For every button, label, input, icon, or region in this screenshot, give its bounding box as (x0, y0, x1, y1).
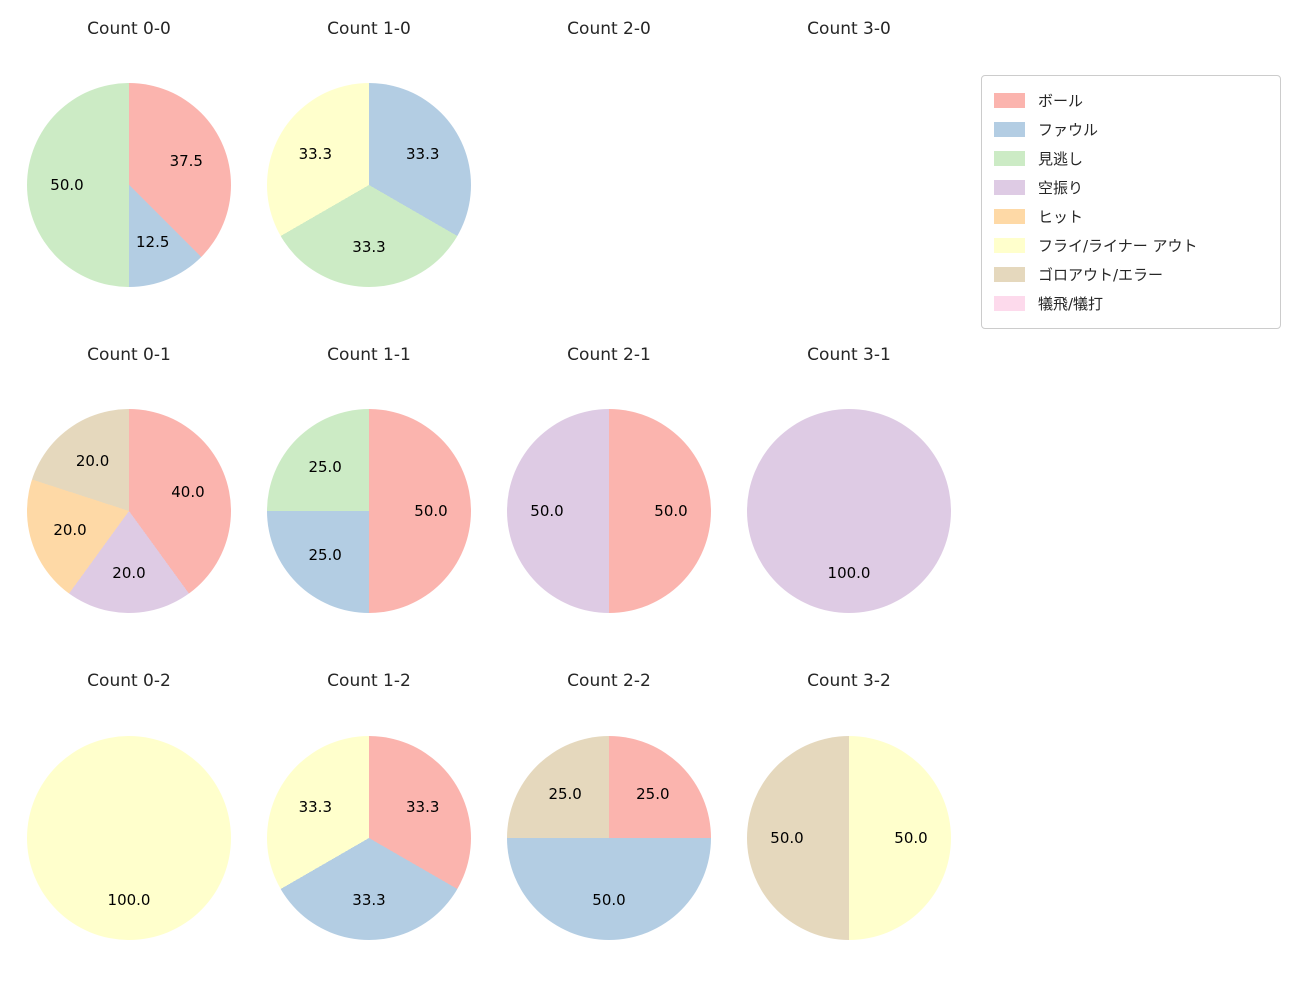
pie-chart-count-2-2 (507, 736, 711, 940)
legend-item: ファウル (994, 115, 1268, 144)
slice-percentage-label: 50.0 (654, 502, 688, 520)
legend-item: ヒット (994, 202, 1268, 231)
chart-title-count-2-1: Count 2-1 (567, 345, 651, 365)
slice-percentage-label: 50.0 (530, 502, 564, 520)
slice-percentage-label: 25.0 (308, 458, 342, 477)
legend-label: 犠飛/犠打 (1038, 295, 1104, 313)
legend-color-swatch (994, 151, 1025, 166)
slice-percentage-label: 33.3 (352, 238, 386, 256)
legend-item: ボール (994, 86, 1268, 115)
pie-chart-count-1-1 (267, 409, 471, 613)
slice-percentage-label: 25.0 (636, 785, 670, 804)
slice-percentage-label: 20.0 (112, 564, 146, 582)
slice-percentage-label: 40.0 (171, 482, 205, 501)
slice-percentage-label: 12.5 (136, 233, 170, 252)
legend-color-swatch (994, 238, 1025, 253)
chart-title-count-1-2: Count 1-2 (327, 671, 411, 691)
chart-title-count-3-1: Count 3-1 (807, 345, 891, 365)
legend-color-swatch (994, 209, 1025, 224)
legend-item: 犠飛/犠打 (994, 289, 1268, 318)
legend-label: ファウル (1038, 121, 1099, 139)
slice-percentage-label: 50.0 (50, 176, 84, 194)
legend-color-swatch (994, 267, 1025, 282)
slice-percentage-label: 50.0 (414, 502, 448, 520)
chart-title-count-1-0: Count 1-0 (327, 19, 411, 39)
chart-title-count-0-1: Count 0-1 (87, 345, 171, 365)
chart-title-count-0-0: Count 0-0 (87, 19, 171, 39)
legend-label: ボール (1038, 92, 1084, 110)
chart-title-count-2-0: Count 2-0 (567, 19, 651, 39)
legend: ボールファウル見逃し空振りヒットフライ/ライナー アウト ゴロアウト/エラー 犠飛/… (981, 75, 1281, 329)
slice-percentage-label: 37.5 (169, 152, 203, 171)
slice-percentage-label: 20.0 (53, 521, 87, 540)
slice-percentage-label: 33.3 (352, 891, 386, 909)
slice-percentage-label: 20.0 (75, 451, 110, 470)
slice-percentage-label: 33.3 (298, 798, 332, 816)
legend-color-swatch (994, 122, 1025, 137)
pie-chart-count-2-1 (507, 409, 711, 613)
slice-percentage-label: 100.0 (107, 891, 151, 909)
chart-title-count-2-2: Count 2-2 (567, 671, 651, 691)
legend-item: 見逃し (994, 144, 1268, 173)
pie-chart-count-0-0 (27, 83, 231, 287)
legend-label: ヒット (1038, 208, 1084, 226)
legend-label: 見逃し (1038, 150, 1084, 168)
slice-percentage-label: 25.0 (308, 545, 342, 564)
legend-color-swatch (994, 93, 1025, 108)
legend-item: ゴロアウト/エラー (994, 260, 1268, 289)
legend-label: ゴロアウト/エラー (1038, 266, 1164, 284)
legend-color-swatch (994, 180, 1025, 195)
legend-label: 空振り (1038, 179, 1084, 197)
legend-label: フライ/ライナー アウト (1038, 237, 1198, 255)
pie-chart-count-0-1 (27, 409, 231, 613)
chart-title-count-0-2: Count 0-2 (87, 671, 171, 691)
pie-chart-count-1-0 (267, 83, 471, 287)
slice-percentage-label: 33.3 (405, 798, 440, 816)
legend-item: 空振り (994, 173, 1268, 202)
pie-chart-count-3-1 (747, 409, 951, 613)
pie-chart-count-1-2 (267, 736, 471, 940)
slice-percentage-label: 100.0 (827, 564, 871, 582)
legend-item: フライ/ライナー アウト (994, 231, 1268, 260)
legend-color-swatch (994, 296, 1025, 311)
slice-percentage-label: 50.0 (894, 829, 928, 847)
pie-chart-count-3-2 (747, 736, 951, 940)
slice-percentage-label: 33.3 (298, 145, 332, 163)
chart-title-count-1-1: Count 1-1 (327, 345, 411, 365)
slice-percentage-label: 50.0 (770, 829, 804, 847)
chart-title-count-3-0: Count 3-0 (807, 19, 891, 39)
slice-percentage-label: 50.0 (592, 891, 626, 909)
chart-title-count-3-2: Count 3-2 (807, 671, 891, 691)
pie-chart-count-0-2 (27, 736, 231, 940)
slice-percentage-label: 33.3 (405, 145, 440, 163)
slice-percentage-label: 25.0 (548, 785, 582, 804)
